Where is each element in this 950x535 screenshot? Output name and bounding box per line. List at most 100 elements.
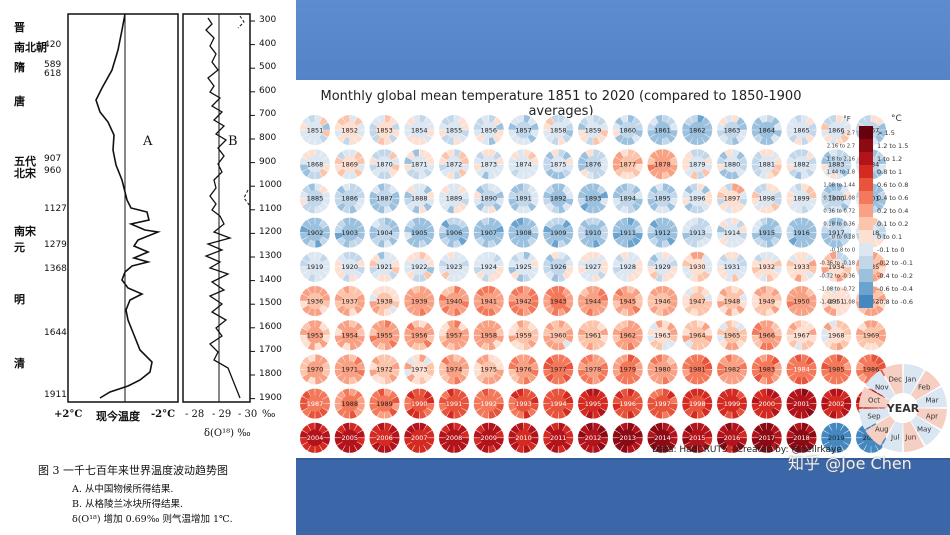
month-segment [353, 304, 363, 314]
month-segment [842, 335, 852, 343]
month-segment [473, 164, 483, 172]
month-segment [516, 320, 524, 330]
month-segment [697, 170, 705, 180]
month-segment [419, 183, 427, 193]
month-segment [682, 232, 692, 240]
month-segment [578, 301, 587, 309]
year-wheel: 1909 [543, 217, 574, 248]
month-segment [786, 396, 796, 404]
month-segment [439, 156, 448, 165]
month-segment [439, 259, 448, 267]
month-segment [377, 286, 385, 295]
month-segment [614, 219, 625, 229]
month-segment [593, 286, 601, 295]
month-segment [336, 407, 347, 417]
era-name: 明 [14, 293, 25, 306]
year-wheel: 1962 [612, 320, 643, 351]
month-segment [377, 183, 385, 193]
month-segment [342, 443, 350, 453]
year-center [445, 292, 463, 310]
month-segment [772, 156, 782, 165]
month-segment [353, 338, 363, 349]
month-segment [384, 388, 392, 398]
month-segment [425, 259, 435, 267]
month-segment [788, 133, 798, 143]
year-wheel: 1875 [543, 149, 574, 180]
month-segment [751, 122, 761, 130]
month-segment [823, 270, 833, 280]
month-segment [390, 335, 400, 343]
month-segment [633, 130, 643, 138]
month-segment [545, 185, 555, 195]
year-wheel: 1879 [682, 149, 713, 180]
year-wheel: 1985 [821, 354, 852, 385]
year-tick-label: 1500 [259, 298, 282, 309]
month-segment [647, 191, 657, 199]
key-month-segment [865, 415, 896, 446]
month-segment [355, 198, 365, 206]
year-label: 1956 [411, 332, 428, 340]
month-segment [454, 183, 462, 193]
year-wheel: 1971 [334, 354, 365, 385]
axis-b-tick-3: - 30 [238, 409, 258, 420]
year-wheel: 1883 [821, 149, 852, 180]
month-segment [682, 130, 692, 138]
month-segment [300, 301, 309, 309]
month-segment [596, 270, 606, 280]
month-segment [425, 369, 435, 377]
month-segment [516, 388, 524, 398]
year-label: 1877 [619, 161, 636, 169]
month-segment [668, 164, 678, 172]
month-segment [508, 156, 518, 165]
year-label: 1902 [307, 229, 324, 237]
month-segment [682, 403, 692, 411]
year-wheel: 1938 [369, 286, 400, 316]
month-segment [735, 202, 745, 212]
month-segment [334, 232, 344, 240]
month-segment [717, 430, 726, 438]
month-segment [596, 117, 606, 127]
month-segment [300, 130, 309, 138]
month-segment [551, 149, 559, 159]
month-segment [342, 136, 350, 145]
month-segment [738, 191, 747, 199]
year-label: 1998 [689, 400, 706, 408]
month-segment [384, 422, 392, 432]
month-segment [788, 236, 798, 246]
month-segment [508, 301, 518, 309]
month-segment [655, 149, 663, 159]
month-segment [805, 185, 815, 195]
month-segment [355, 369, 365, 377]
month-segment [666, 407, 676, 417]
month-segment [561, 202, 572, 212]
year-wheel: 1996 [612, 388, 643, 419]
month-segment [580, 441, 590, 451]
year-label: 1965 [724, 332, 741, 340]
month-segment [766, 136, 774, 145]
month-segment [390, 437, 400, 446]
month-segment [690, 307, 698, 316]
year-label: 1894 [619, 195, 636, 203]
year-center [515, 361, 532, 378]
year-center [758, 327, 775, 344]
legend-f-label: 0.72 to 1.08 [823, 196, 855, 202]
month-segment [508, 266, 518, 275]
month-segment [620, 307, 628, 316]
year-wheel: 1856 [473, 115, 504, 145]
year-label: 1991 [446, 400, 463, 408]
year-center [550, 327, 567, 344]
month-segment [371, 202, 381, 212]
legend-f-label: -1.08 to -0.72 [820, 287, 855, 293]
month-segment [874, 117, 884, 127]
month-segment [770, 151, 780, 161]
month-segment [805, 270, 815, 280]
month-segment [788, 304, 798, 314]
month-segment [545, 167, 555, 178]
year-label: 2014 [654, 434, 671, 442]
month-segment [836, 320, 844, 330]
month-segment [620, 136, 628, 145]
month-segment [510, 167, 520, 178]
month-segment [508, 232, 518, 240]
year-wheel: 2001 [786, 388, 817, 419]
year-wheel: 1960 [543, 320, 574, 351]
